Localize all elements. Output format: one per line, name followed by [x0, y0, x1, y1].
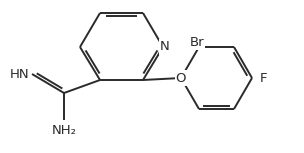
Text: Br: Br [190, 35, 204, 49]
Text: N: N [160, 41, 170, 54]
Text: O: O [176, 71, 186, 84]
Text: F: F [260, 71, 268, 84]
Text: NH₂: NH₂ [51, 124, 77, 137]
Text: HN: HN [9, 67, 29, 80]
